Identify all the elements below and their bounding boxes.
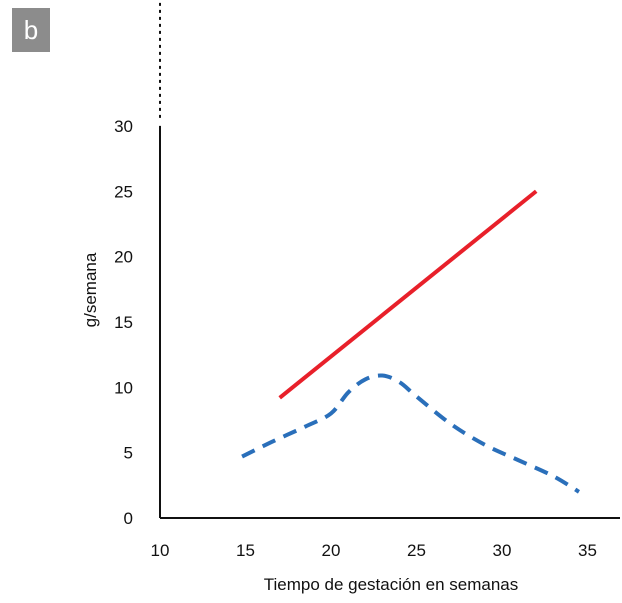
y-axis-title: g/semana: [81, 252, 100, 327]
y-tick-label: 15: [114, 313, 133, 332]
series-line-solid: [278, 189, 538, 400]
x-tick-label: 30: [493, 541, 512, 560]
y-tick-label: 30: [114, 117, 133, 136]
y-tick-label: 0: [124, 509, 133, 528]
series-layer: [241, 189, 581, 494]
tick-labels: 10 15 20 25 30 35 0 5 10 15 20 25 30: [114, 117, 597, 560]
x-tick-label: 25: [407, 541, 426, 560]
y-tick-label: 20: [114, 248, 133, 267]
x-tick-label: 15: [236, 541, 255, 560]
axes: [159, 0, 620, 519]
y-tick-label: 5: [124, 444, 133, 463]
series-line-dashed: [241, 373, 581, 494]
y-tick-label: 10: [114, 378, 133, 397]
y-tick-label: 25: [114, 182, 133, 201]
x-tick-label: 35: [578, 541, 597, 560]
x-tick-label: 20: [322, 541, 341, 560]
panel-label: b: [12, 8, 50, 52]
x-tick-label: 10: [151, 541, 170, 560]
x-axis-title: Tiempo de gestación en semanas: [264, 575, 519, 594]
